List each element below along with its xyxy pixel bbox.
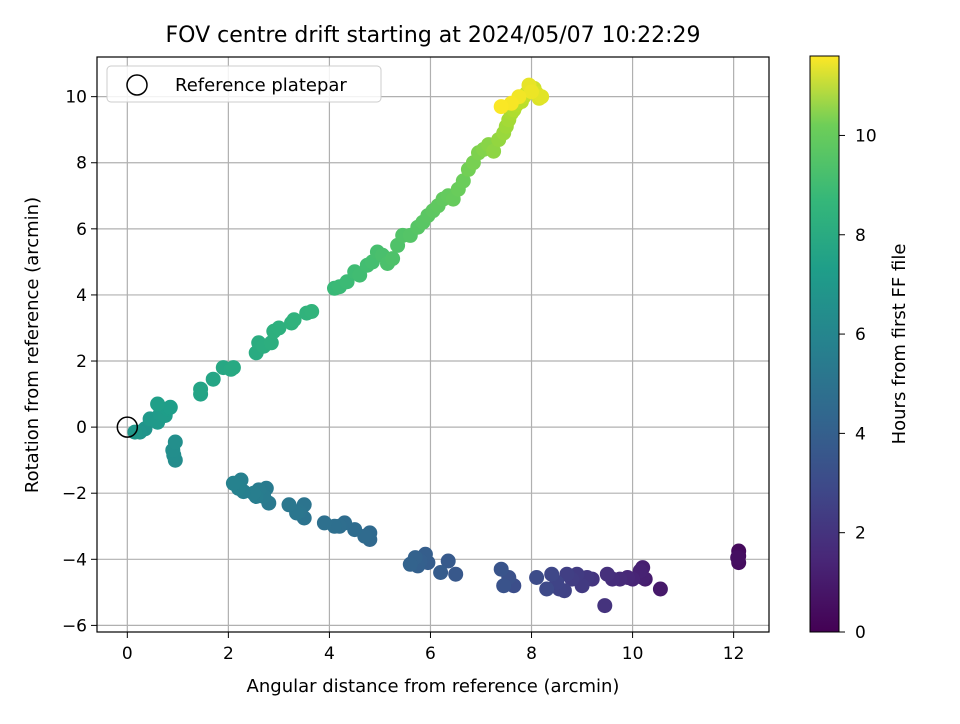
- data-point: [162, 399, 178, 415]
- x-axis-label: Angular distance from reference (arcmin): [247, 676, 620, 697]
- data-point: [496, 578, 512, 594]
- data-point: [448, 566, 464, 582]
- colorbar-tick-label: 10: [855, 126, 877, 146]
- data-points: [127, 77, 747, 614]
- data-point: [402, 556, 418, 572]
- y-tick-label: 0: [76, 418, 87, 438]
- data-point: [304, 304, 320, 319]
- y-tick-label: 2: [76, 352, 87, 372]
- colorbar-tick-label: 4: [855, 424, 866, 444]
- colorbar: 0 2 4 6 8 10 Hours from first FF file: [809, 55, 910, 643]
- data-point: [539, 581, 555, 597]
- data-point: [225, 360, 241, 376]
- data-point: [599, 566, 615, 582]
- x-tick-label: 2: [223, 644, 234, 664]
- data-point: [493, 561, 509, 577]
- x-tick-label: 6: [425, 644, 436, 664]
- data-point: [486, 143, 502, 159]
- data-point: [524, 84, 539, 100]
- x-tick-label: 12: [723, 644, 745, 664]
- colorbar-tick-label: 6: [855, 325, 866, 345]
- y-tick-label: −4: [62, 550, 87, 570]
- x-tick-label: 0: [122, 644, 133, 664]
- plot-frame: [96, 56, 770, 633]
- y-tick-label: 8: [76, 154, 87, 174]
- legend-entry-reference: Reference platepar: [175, 75, 347, 96]
- colorbar-tick-label: 2: [855, 524, 866, 544]
- x-tick-label: 8: [526, 644, 537, 664]
- y-tick-label: −6: [62, 616, 87, 636]
- colorbar-tick-label: 8: [855, 226, 866, 246]
- data-point: [193, 381, 209, 397]
- data-point: [455, 173, 471, 189]
- y-axis-ticks: −6 −4 −2 0 2 4 6 8 10: [62, 88, 97, 636]
- data-point: [205, 371, 221, 387]
- x-tick-label: 4: [324, 644, 335, 664]
- chart-title: FOV centre drift starting at 2024/05/07 …: [166, 23, 701, 48]
- data-point: [281, 497, 297, 513]
- data-point: [316, 515, 332, 531]
- data-point: [559, 566, 575, 582]
- y-tick-label: 6: [76, 220, 87, 240]
- data-point: [433, 565, 449, 580]
- data-point: [150, 396, 166, 412]
- colorbar-label: Hours from first FF file: [889, 244, 910, 445]
- data-point: [730, 550, 746, 566]
- data-point: [286, 312, 302, 328]
- data-point: [493, 99, 509, 115]
- colorbar-tick-label: 0: [855, 623, 866, 643]
- data-point: [597, 598, 613, 614]
- legend: Reference platepar: [106, 65, 382, 103]
- y-tick-label: 10: [65, 88, 87, 108]
- legend-marker-icon: [126, 74, 148, 96]
- y-tick-label: 4: [76, 286, 87, 306]
- data-point: [271, 320, 287, 336]
- data-point: [652, 581, 668, 597]
- colorbar-gradient: [809, 55, 840, 633]
- data-point: [385, 251, 401, 267]
- data-point: [440, 553, 456, 569]
- reference-marker: [116, 416, 139, 438]
- y-axis-label: Rotation from reference (arcmin): [22, 197, 43, 493]
- legend-box: [106, 65, 382, 103]
- data-point: [167, 434, 183, 450]
- data-point: [225, 475, 241, 491]
- reference-marker-layer: [116, 416, 139, 438]
- data-point: [263, 335, 279, 351]
- x-axis-ticks: 0 2 4 6 8 10 12: [122, 632, 745, 664]
- data-point: [529, 570, 545, 585]
- colorbar-ticks: 0 2 4 6 8 10: [839, 126, 877, 643]
- grid-lines: [97, 57, 769, 632]
- x-tick-label: 10: [622, 644, 644, 664]
- y-tick-label: −2: [62, 484, 87, 504]
- data-point: [544, 566, 560, 582]
